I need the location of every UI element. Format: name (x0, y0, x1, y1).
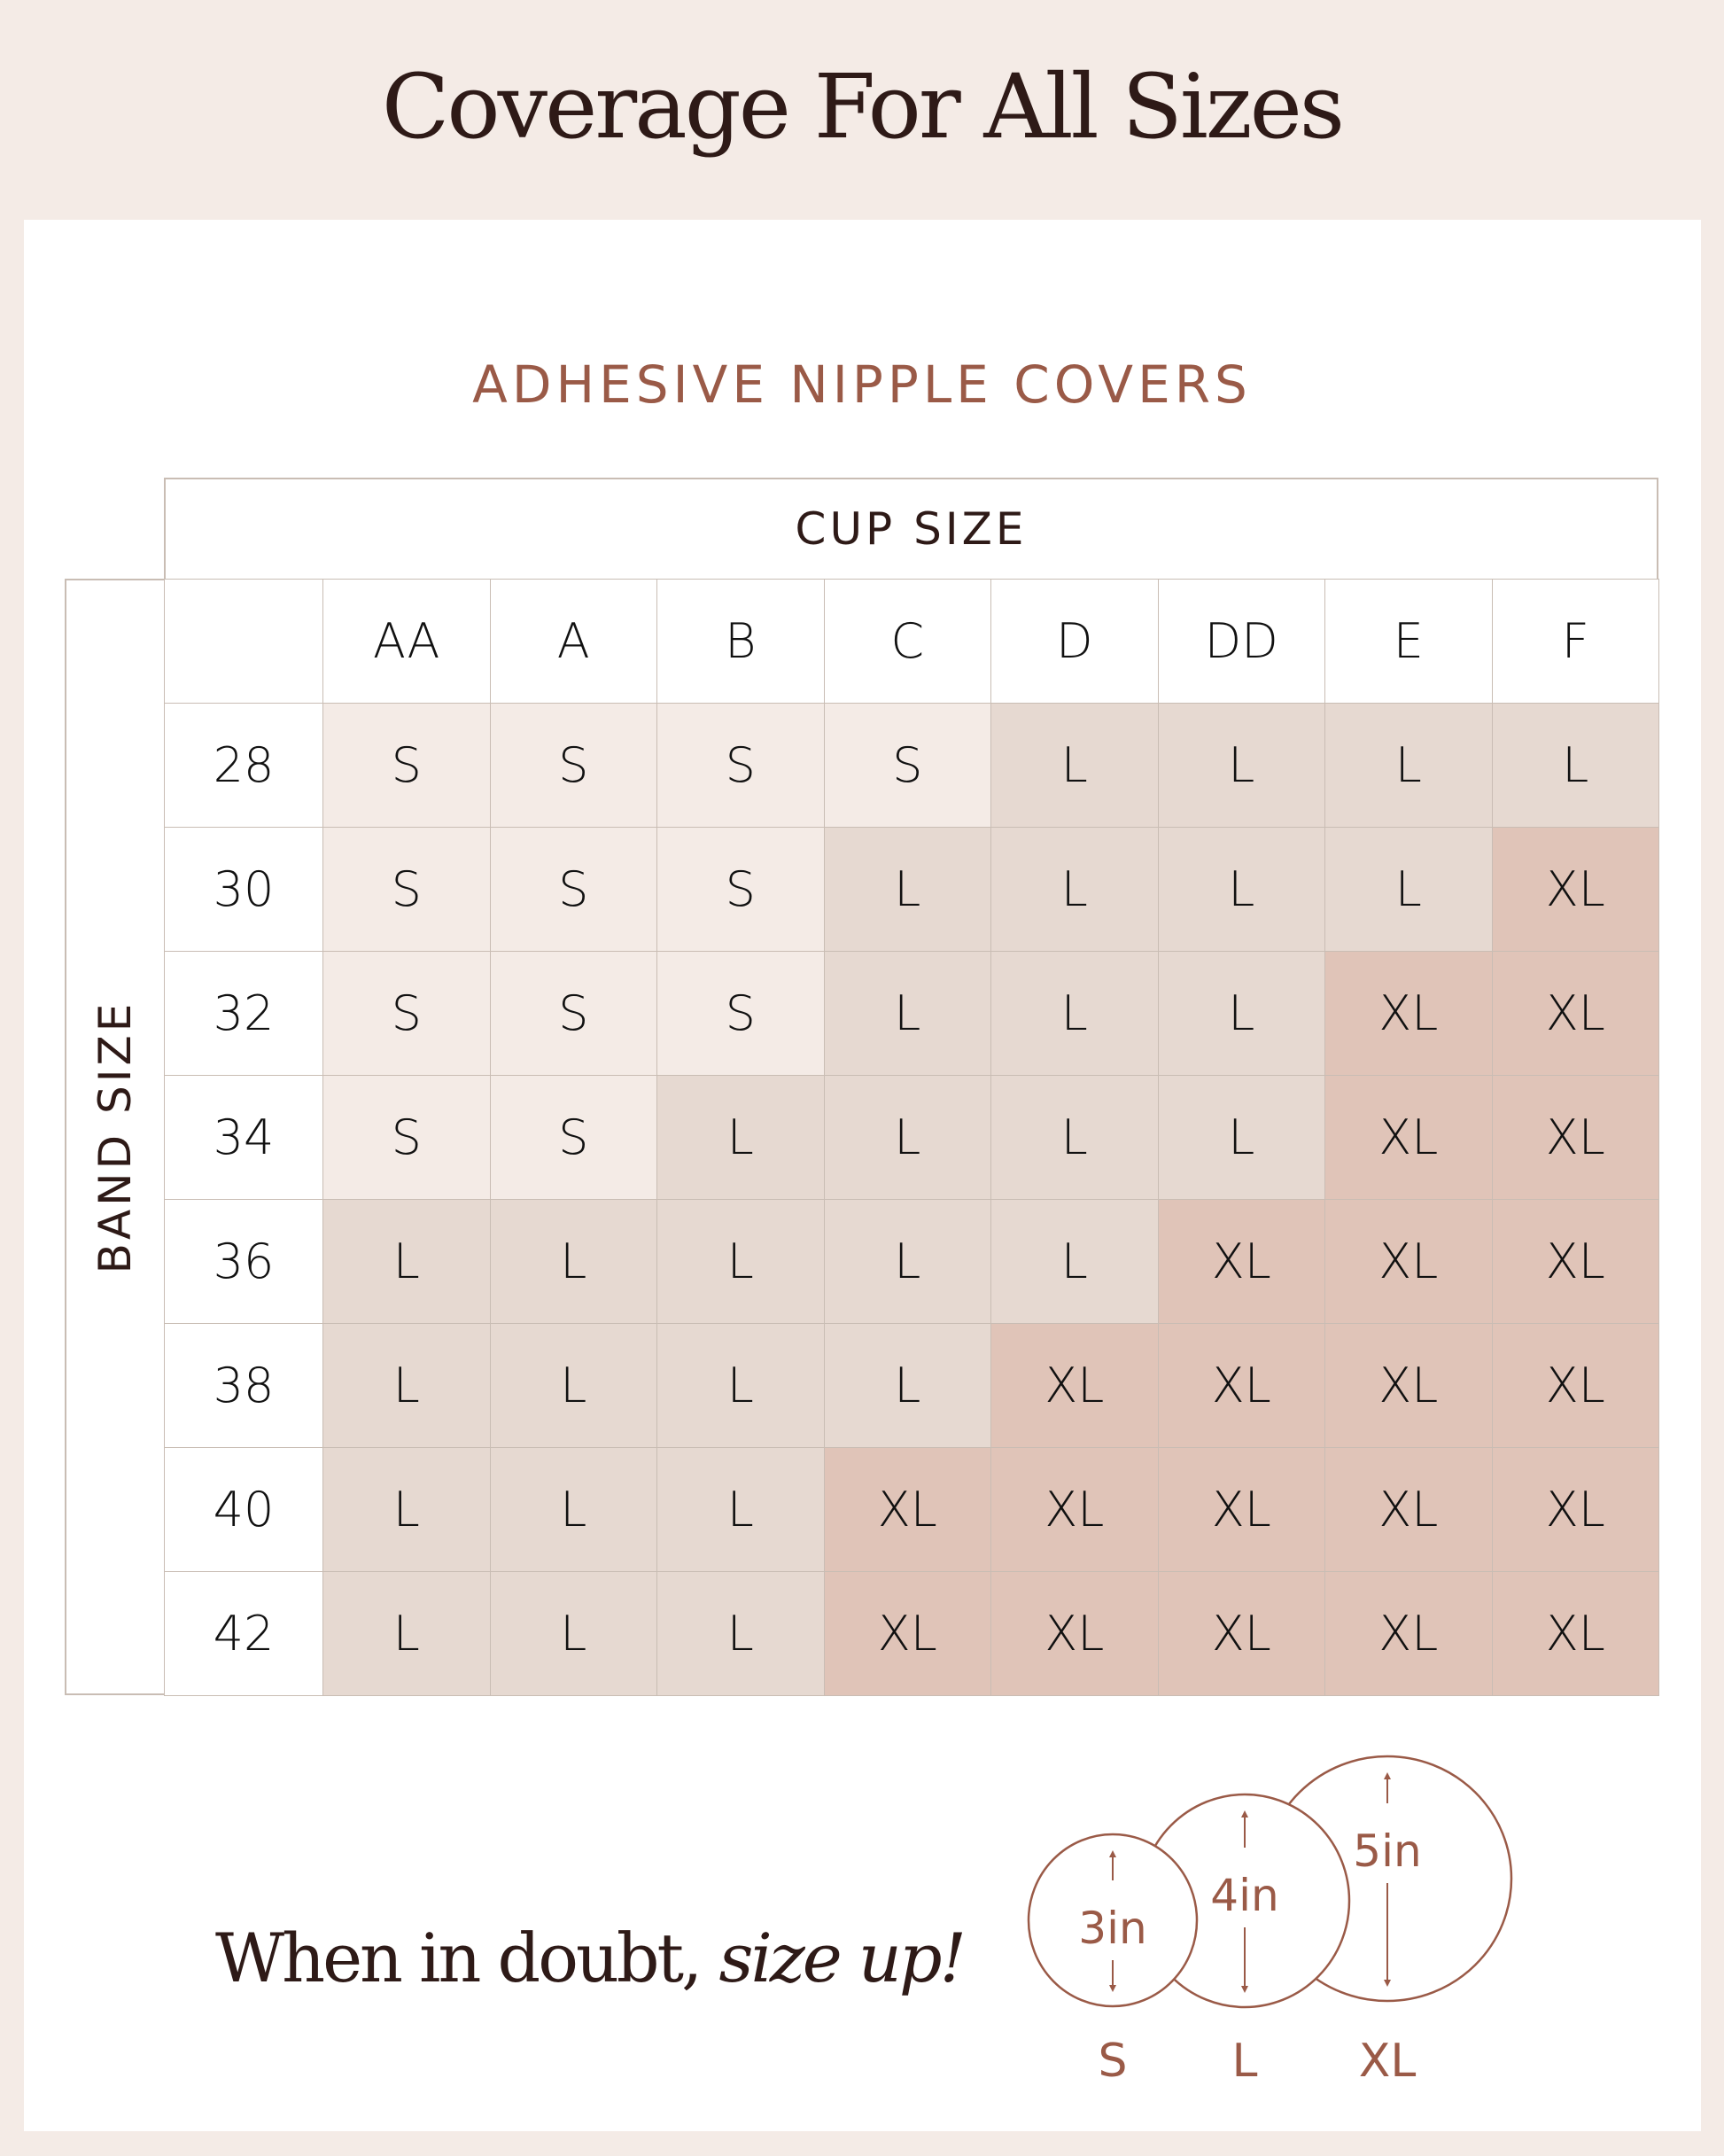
size-cell: S (322, 951, 491, 1076)
size-cell: S (322, 1075, 491, 1200)
size-cell: L (322, 1199, 491, 1324)
size-circle-S: 3in S (1027, 1833, 1199, 2088)
size-cell: L (823, 951, 991, 1076)
size-label: S (1098, 2035, 1127, 2088)
size-label: L (1232, 2035, 1258, 2088)
size-cell: XL (823, 1447, 991, 1572)
size-cell: XL (1491, 1199, 1659, 1324)
band-label-32: 32 (164, 951, 323, 1076)
note-text: When in doubt, (215, 1919, 703, 1997)
size-cell: L (1491, 703, 1659, 828)
size-label: XL (1359, 2035, 1417, 2088)
size-cell: L (489, 1571, 657, 1696)
size-cell: XL (1491, 1075, 1659, 1200)
size-cell: XL (990, 1323, 1159, 1448)
size-cell: L (1157, 1075, 1325, 1200)
size-cell: L (489, 1447, 657, 1572)
size-cell: L (823, 1199, 991, 1324)
size-cell: S (489, 1075, 657, 1200)
band-label-36: 36 (164, 1199, 323, 1324)
size-cell: L (990, 703, 1159, 828)
size-cell: XL (1324, 1571, 1493, 1696)
size-cell: L (489, 1199, 657, 1324)
size-cell: XL (1491, 951, 1659, 1076)
size-cell: L (489, 1323, 657, 1448)
circle-outline (1027, 1833, 1199, 2008)
size-cell: S (823, 703, 991, 828)
size-cell: XL (1157, 1571, 1325, 1696)
page-title: Coverage For All Sizes (381, 55, 1345, 159)
band-label-42: 42 (164, 1571, 323, 1696)
cup-header-DD: DD (1157, 579, 1325, 704)
size-cell: XL (1157, 1323, 1325, 1448)
band-size-header: BAND SIZE (65, 579, 166, 1695)
diameter-label: 3in (1078, 1903, 1146, 1954)
diameter-label: 5in (1353, 1825, 1421, 1877)
band-label-34: 34 (164, 1075, 323, 1200)
size-cell: XL (1491, 827, 1659, 952)
product-subtitle: ADHESIVE NIPPLE COVERS (472, 354, 1252, 415)
size-up-note: When in doubt, size up! (215, 1919, 967, 1997)
size-cell: XL (1491, 1571, 1659, 1696)
size-cell: L (656, 1447, 825, 1572)
cup-header-D: D (990, 579, 1159, 704)
cup-header-E: E (1324, 579, 1493, 704)
size-cell: XL (1324, 1075, 1493, 1200)
size-cell: S (322, 827, 491, 952)
size-cell: L (1157, 951, 1325, 1076)
size-cell: L (823, 827, 991, 952)
size-cell: L (656, 1571, 825, 1696)
size-cell: L (322, 1323, 491, 1448)
size-chart-table: AA A B C D DD E F 28 S S S S L L L L 30 S S S L L L L XL 32 S S S L L L X… (164, 579, 1659, 1696)
cup-header-A: A (489, 579, 657, 704)
size-cell: L (990, 1199, 1159, 1324)
size-cell: XL (990, 1571, 1159, 1696)
size-cell: S (656, 951, 825, 1076)
cup-header-F: F (1491, 579, 1659, 704)
band-label-30: 30 (164, 827, 323, 952)
diameter-label: 4in (1210, 1870, 1278, 1921)
size-cell: XL (1491, 1323, 1659, 1448)
size-cell: S (489, 703, 657, 828)
size-cell: L (322, 1447, 491, 1572)
size-cell: L (823, 1323, 991, 1448)
size-cell: XL (823, 1571, 991, 1696)
size-cell: XL (1324, 1323, 1493, 1448)
cup-header-B: B (656, 579, 825, 704)
size-cell: S (489, 827, 657, 952)
note-emphasis: size up! (718, 1919, 967, 1997)
band-label-40: 40 (164, 1447, 323, 1572)
size-cell: XL (1324, 951, 1493, 1076)
size-cell: L (823, 1075, 991, 1200)
band-label-38: 38 (164, 1323, 323, 1448)
size-cell: XL (1157, 1447, 1325, 1572)
